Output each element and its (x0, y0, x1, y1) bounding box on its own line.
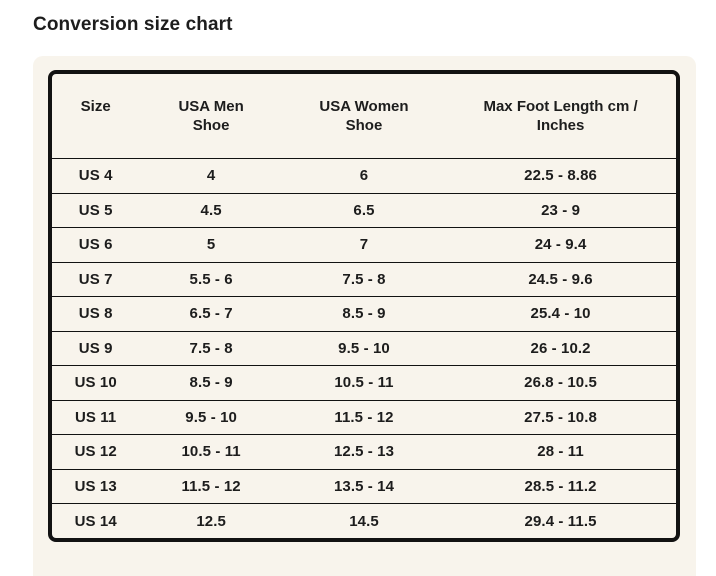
header-row: Size USA Men Shoe USA Women Shoe Max Foo… (52, 74, 676, 159)
size-cell: US 14 (52, 503, 140, 538)
usa-women-cell: 12.5 - 13 (282, 434, 446, 469)
size-cell: US 6 (52, 227, 140, 262)
usa-women-cell: 6 (282, 158, 446, 193)
column-header-size: Size (52, 74, 139, 159)
table-row: US 6 5 7 24 - 9.4 (52, 227, 676, 262)
table-row: US 14 12.5 14.5 29.4 - 11.5 (52, 503, 676, 538)
header-line-2: Shoe (192, 117, 230, 134)
header-line-1: Size (80, 98, 111, 115)
size-cell: US 10 (52, 365, 140, 400)
usa-men-cell: 12.5 (139, 503, 283, 538)
max-foot-length-cell: 22.5 - 8.86 (445, 158, 676, 193)
size-chart-table: Size USA Men Shoe USA Women Shoe Max Foo… (52, 74, 676, 538)
usa-women-cell: 13.5 - 14 (282, 468, 446, 504)
usa-men-cell: 5.5 - 6 (139, 261, 283, 297)
usa-men-cell: 6.5 - 7 (139, 296, 283, 331)
max-foot-length-cell: 27.5 - 10.8 (445, 399, 676, 435)
max-foot-length-cell: 23 - 9 (445, 192, 676, 228)
column-header-usa-men-shoe: USA Men Shoe (139, 74, 283, 159)
table-row: US 8 6.5 - 7 8.5 - 9 25.4 - 10 (52, 296, 676, 331)
table-row: US 13 11.5 - 12 13.5 - 14 28.5 - 11.2 (52, 468, 676, 504)
size-cell: US 12 (52, 434, 140, 469)
usa-women-cell: 9.5 - 10 (282, 330, 446, 366)
header-line-1: USA Men (178, 98, 244, 115)
size-cell: US 7 (52, 261, 140, 297)
table-row: US 11 9.5 - 10 11.5 - 12 27.5 - 10.8 (52, 399, 676, 435)
usa-men-cell: 11.5 - 12 (139, 468, 283, 504)
max-foot-length-cell: 24 - 9.4 (445, 227, 676, 262)
usa-women-cell: 7 (282, 227, 446, 262)
table-row: US 12 10.5 - 11 12.5 - 13 28 - 11 (52, 434, 676, 469)
table-row: US 4 4 6 22.5 - 8.86 (52, 158, 676, 193)
usa-women-cell: 7.5 - 8 (282, 261, 446, 297)
header-line-1: Max Foot Length cm / (483, 98, 638, 115)
max-foot-length-cell: 28 - 11 (445, 434, 676, 469)
usa-men-cell: 7.5 - 8 (139, 330, 283, 366)
size-cell: US 8 (52, 296, 140, 331)
table-row: US 5 4.5 6.5 23 - 9 (52, 192, 676, 228)
header-line-2: Inches (536, 117, 585, 134)
usa-men-cell: 9.5 - 10 (139, 399, 283, 435)
size-chart-panel: Size USA Men Shoe USA Women Shoe Max Foo… (33, 56, 696, 576)
header-line-2: Shoe (345, 117, 383, 134)
page-title: Conversion size chart (33, 14, 233, 35)
max-foot-length-cell: 26.8 - 10.5 (445, 365, 676, 400)
size-cell: US 9 (52, 330, 140, 366)
max-foot-length-cell: 28.5 - 11.2 (445, 468, 676, 504)
usa-women-cell: 10.5 - 11 (282, 365, 446, 400)
max-foot-length-cell: 26 - 10.2 (445, 330, 676, 366)
max-foot-length-cell: 24.5 - 9.6 (445, 261, 676, 297)
table-row: US 9 7.5 - 8 9.5 - 10 26 - 10.2 (52, 330, 676, 366)
usa-men-cell: 4.5 (139, 192, 283, 228)
usa-women-cell: 6.5 (282, 192, 446, 228)
table-row: US 10 8.5 - 9 10.5 - 11 26.8 - 10.5 (52, 365, 676, 400)
usa-men-cell: 4 (139, 158, 283, 193)
usa-women-cell: 11.5 - 12 (282, 399, 446, 435)
max-foot-length-cell: 29.4 - 11.5 (445, 503, 676, 538)
usa-men-cell: 8.5 - 9 (139, 365, 283, 400)
size-chart-frame: Size USA Men Shoe USA Women Shoe Max Foo… (48, 70, 680, 542)
usa-women-cell: 14.5 (282, 503, 446, 538)
size-cell: US 11 (52, 399, 140, 435)
usa-men-cell: 10.5 - 11 (139, 434, 283, 469)
size-cell: US 5 (52, 192, 140, 228)
usa-men-cell: 5 (139, 227, 283, 262)
max-foot-length-cell: 25.4 - 10 (445, 296, 676, 331)
table-row: US 7 5.5 - 6 7.5 - 8 24.5 - 9.6 (52, 261, 676, 297)
column-header-max-foot-length: Max Foot Length cm / Inches (445, 74, 676, 159)
size-cell: US 4 (52, 158, 140, 193)
column-header-usa-women-shoe: USA Women Shoe (283, 74, 445, 159)
usa-women-cell: 8.5 - 9 (282, 296, 446, 331)
size-cell: US 13 (52, 468, 140, 504)
header-line-1: USA Women (319, 98, 409, 115)
